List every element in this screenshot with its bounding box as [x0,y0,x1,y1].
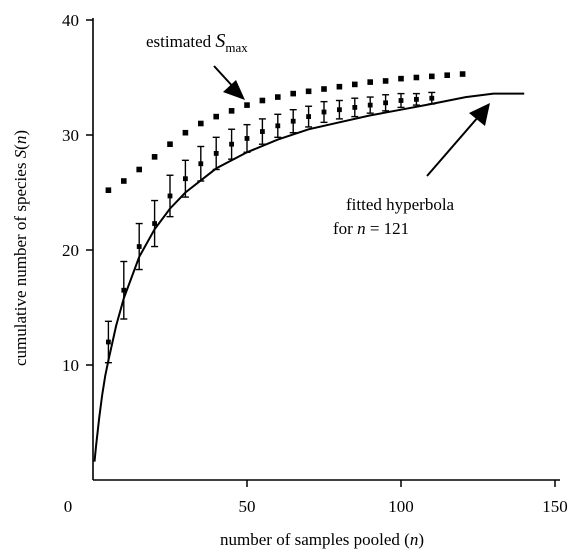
observed-point [352,105,358,110]
smax-point [182,129,189,136]
observed-point [398,98,404,103]
observed-point [367,102,373,108]
smax-point [198,120,204,127]
smax-point [259,97,266,104]
smax-point [352,81,358,88]
observed-point [198,161,204,167]
smax-point [321,86,327,92]
estimated-smax-points [105,71,466,193]
smax-point [105,187,112,193]
annotation-smax-arrow [213,65,245,100]
smax-point [136,166,142,173]
observed-point [321,109,327,115]
x-tick-label: 150 [542,497,568,516]
smax-point [398,75,404,82]
smax-point [244,102,250,108]
smax-point [336,83,343,90]
smax-point [290,90,296,97]
x-tick-label: 50 [239,497,256,516]
y-tick-label: 40 [62,11,79,30]
smax-point [121,178,127,184]
x-tick-label: 0 [64,497,73,516]
smax-point [167,141,173,147]
observed-point [213,151,219,156]
smax-point [367,79,373,85]
x-axis-title: number of samples pooled (n) [220,530,424,549]
smax-point [382,78,389,84]
y-tick-label: 10 [62,356,79,375]
y-axis-title: cumulative number of species S(n) [11,130,30,366]
observed-point [306,114,311,119]
observed-point [337,107,342,113]
annotation-hyperbola-arrow [426,103,490,177]
observed-point [106,339,111,345]
observed-point [429,95,435,101]
observed-point [183,176,188,182]
smax-point [459,71,466,77]
observed-point [136,244,142,249]
axis-ticks: 0 50 100 150 10 20 30 40 [62,11,568,516]
observed-point [244,136,250,141]
smax-point [305,88,312,95]
smax-point [213,113,219,120]
observed-point [383,100,388,106]
smax-point [275,94,281,100]
x-tick-label: 100 [388,497,414,516]
observed-point [229,141,234,147]
observed-point [414,96,419,102]
observed-point [275,123,281,129]
observed-points-with-errorbars [104,91,436,364]
fitted-hyperbola-line [93,92,525,462]
y-tick-label: 20 [62,241,79,260]
annotation-fitted-hyperbola: fitted hyperbola for n = 121 [333,195,458,238]
smax-point [151,154,158,160]
y-tick-label: 30 [62,126,79,145]
observed-point [152,221,157,226]
observed-point [290,118,296,124]
smax-point [228,108,235,114]
smax-point [413,74,420,81]
smax-point [429,73,435,80]
smax-point [444,72,450,78]
annotation-estimated-smax: estimated Smax [146,30,248,55]
observed-point [167,193,173,199]
observed-point [121,287,127,293]
observed-point [260,129,265,134]
